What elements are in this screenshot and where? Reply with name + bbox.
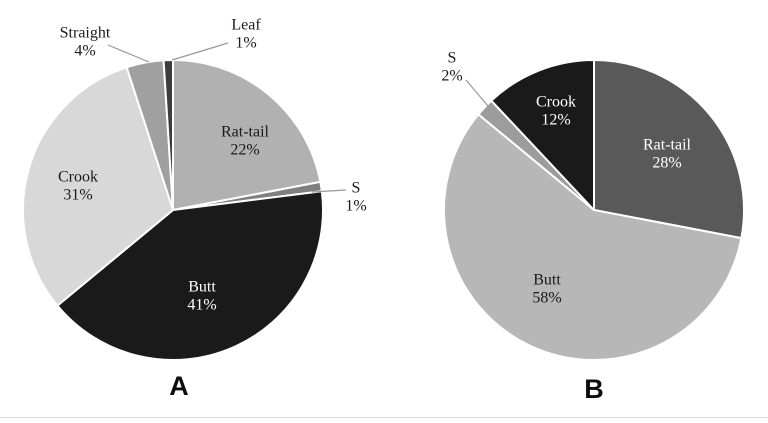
slice-percent-label-rat-tail: 22%: [230, 142, 259, 159]
slice-label-butt: Butt: [533, 272, 561, 289]
pie-slice-rat-tail: [172, 59, 322, 211]
pie-slice-butt: [443, 113, 743, 361]
chart-b-caption: B: [584, 374, 604, 404]
slice-label-butt: Butt: [188, 279, 216, 296]
slice-label-straight: Straight: [60, 25, 111, 42]
pie-slice-crook: [490, 59, 595, 211]
slice-percent-label-rat-tail: 28%: [652, 155, 681, 172]
leader-line-s: [465, 79, 489, 107]
slice-label-leaf: Leaf: [231, 17, 261, 34]
pie-slice-butt: [56, 190, 324, 362]
slice-percent-label-s: 1%: [345, 198, 366, 215]
slice-percent-label-leaf: 1%: [235, 35, 256, 52]
slice-percent-label-crook: 31%: [63, 187, 92, 204]
slice-label-crook: Crook: [58, 169, 98, 186]
slice-percent-label-crook: 12%: [541, 112, 570, 129]
pie-chart-a: Rat-tail22%S1%Butt41%Crook31%Straight4%L…: [22, 17, 367, 362]
slice-percent-label-butt: 41%: [187, 297, 216, 314]
leader-line-straight: [107, 44, 150, 63]
slice-percent-label-straight: 4%: [74, 43, 95, 60]
slice-percent-label-s: 2%: [441, 68, 462, 85]
slice-label-rat-tail: Rat-tail: [643, 137, 692, 154]
leader-line-leaf: [171, 42, 229, 61]
slice-label-s: S: [448, 50, 457, 67]
chart-a-caption: A: [169, 371, 189, 401]
slice-label-s: S: [352, 180, 361, 197]
slice-label-crook: Crook: [536, 94, 576, 111]
leader-line-s: [311, 189, 347, 193]
pie-slice-crook: [22, 66, 174, 307]
pie-slice-rat-tail: [593, 59, 745, 240]
slice-percent-label-butt: 58%: [532, 290, 561, 307]
slice-label-rat-tail: Rat-tail: [221, 124, 270, 141]
